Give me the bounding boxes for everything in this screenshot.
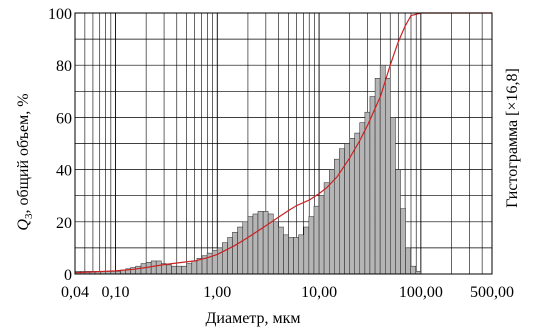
histogram-bar (135, 265, 142, 275)
histogram-bar (349, 138, 355, 275)
histogram-bar (329, 169, 335, 275)
y-tick-label: 80 (56, 58, 72, 75)
x-tick-label: 1,00 (203, 284, 231, 301)
histogram-bar (369, 96, 376, 275)
histogram-bar (130, 267, 136, 275)
histogram-bar (385, 78, 391, 275)
x-tick-label: 0,10 (102, 284, 130, 301)
x-tick-label: 100,00 (399, 284, 443, 301)
histogram-bar (242, 221, 249, 275)
histogram-bar (313, 205, 320, 275)
histogram-bar (150, 260, 157, 275)
histogram-bar (344, 143, 350, 275)
histogram-bar (278, 226, 284, 275)
y-axis-label-rest: , общий объем, % (15, 93, 32, 213)
y-axis-label-symbol: Q (15, 219, 32, 231)
histogram-bar (303, 226, 310, 275)
histogram-bar (293, 237, 299, 275)
histogram-bar (140, 263, 147, 275)
histogram-bar (364, 111, 371, 275)
histogram-bar (262, 211, 269, 275)
histogram-bar (227, 237, 233, 275)
histogram-bar (359, 122, 366, 275)
y-tick-label: 40 (56, 163, 72, 180)
histogram-bar (400, 208, 406, 275)
histogram-bar (171, 265, 177, 275)
histogram-bar (405, 247, 411, 275)
y-tick-labels: 0 20 40 60 80 100 (48, 6, 72, 284)
right-axis-label: Гистограмма [×16,8] (504, 68, 521, 208)
histogram-bar (166, 264, 172, 275)
histogram-bar (288, 237, 294, 275)
histogram-bar (308, 216, 315, 275)
y-tick-label: 100 (48, 6, 72, 23)
histogram-bar (252, 213, 259, 275)
x-tick-label: 0,04 (61, 284, 89, 301)
histogram-bars (74, 64, 422, 275)
histogram-bar (390, 117, 396, 275)
y-axis-label: Q3, общий объем, % (15, 93, 35, 230)
histogram-bar (354, 132, 361, 275)
histogram-bar (181, 265, 187, 275)
histogram-bar (283, 234, 289, 275)
x-tick-label: 500,00 (470, 284, 514, 301)
histogram-bar (410, 265, 417, 275)
y-tick-label: 60 (56, 110, 72, 127)
histogram-bar (247, 216, 254, 275)
histogram-bar (257, 211, 264, 275)
histogram-bar (237, 226, 244, 275)
histogram-bar (323, 182, 330, 275)
histogram-bar (232, 231, 238, 275)
histogram-bar (318, 195, 325, 275)
histogram-bar (191, 260, 198, 275)
x-tick-labels: 0,04 0,10 1,00 10,00 100,00 500,00 (61, 284, 514, 301)
y-tick-label: 0 (64, 267, 72, 284)
histogram-bar (273, 221, 279, 275)
histogram-bar (145, 262, 152, 275)
histogram-bar (155, 260, 162, 275)
y-tick-label: 20 (56, 215, 72, 232)
histogram-bar (222, 242, 228, 275)
histogram-bar (176, 265, 182, 275)
histogram-bar (395, 169, 401, 275)
x-tick-label: 10,00 (301, 284, 337, 301)
cumulative-curve (74, 12, 492, 274)
plot-frame (74, 12, 493, 275)
histogram-bar (298, 234, 305, 275)
x-axis-label: Диаметр, мкм (205, 310, 300, 327)
y-axis-label-subscript: 3 (23, 213, 35, 219)
histogram-bar (186, 263, 193, 275)
